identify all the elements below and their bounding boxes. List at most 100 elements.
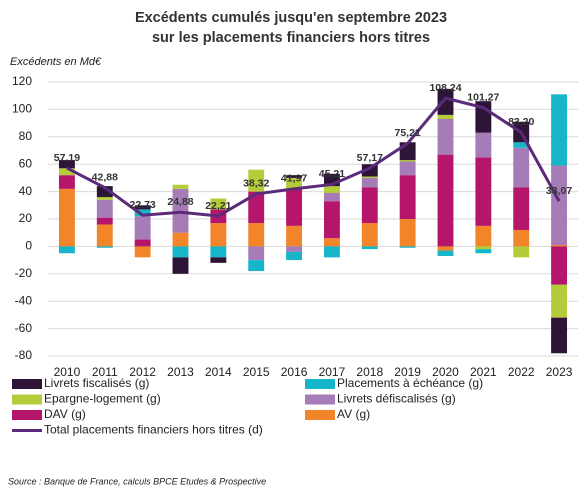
bar-segment (96, 186, 113, 198)
bar-segment (172, 184, 189, 189)
bar-segment (551, 317, 568, 354)
x-tick-label: 2020 (432, 365, 459, 379)
bar-segment (210, 246, 227, 258)
bar-segment (58, 246, 75, 254)
legend-swatch (305, 410, 335, 420)
x-tick-label: 2011 (92, 365, 118, 379)
chart-title: Excédents cumulés jusqu'en septembre 202… (135, 10, 447, 26)
bar-segment (361, 223, 378, 247)
legend-swatch (12, 410, 42, 420)
bar-segment (96, 217, 113, 225)
bar-segment (210, 223, 227, 247)
value-label: 83,20 (508, 116, 534, 128)
legend-label: Total placements financiers hors titres … (44, 423, 263, 437)
legend-swatch (305, 379, 335, 389)
value-label: 108,24 (429, 82, 461, 94)
value-label: 22,73 (130, 199, 156, 211)
bar-segment (248, 260, 265, 272)
bar-segment (286, 225, 303, 247)
bar-segment (286, 251, 303, 261)
value-label: 24,88 (167, 196, 193, 208)
y-tick-label: -40 (15, 293, 33, 307)
bar-segment (323, 246, 340, 258)
legend-swatch (12, 379, 42, 389)
bar-segment (475, 132, 492, 158)
total-line (66, 96, 561, 218)
y-tick-label: -20 (15, 266, 33, 280)
legend-swatch (305, 394, 335, 405)
bar-segment (551, 165, 568, 246)
value-label: 33,07 (546, 185, 572, 197)
bar-segment (210, 257, 227, 263)
bar-segment (551, 94, 568, 166)
value-label: 57,17 (357, 152, 383, 164)
bar-segment (513, 246, 530, 258)
chart-title: sur les placements financiers hors titre… (152, 30, 430, 46)
legend-label: DAV (g) (44, 407, 86, 421)
bar-segment (172, 188, 189, 233)
bar-segment (323, 186, 340, 193)
bar-segment (513, 147, 530, 188)
bar-segment (475, 249, 492, 254)
y-tick-label: 100 (12, 102, 32, 116)
bar-segment (437, 154, 454, 247)
bar-segment (399, 175, 416, 219)
bar-segment (134, 239, 151, 247)
bar-segment (96, 224, 113, 247)
bar-segment (210, 198, 227, 210)
bar-segment (399, 160, 416, 162)
legend-label: Epargne-logement (g) (44, 392, 161, 406)
bar-segment (399, 161, 416, 176)
value-label: 101,27 (467, 91, 499, 103)
bar-segment (248, 223, 265, 247)
bar-segment (286, 175, 303, 178)
bar-segment (96, 246, 113, 248)
y-tick-label: 60 (19, 156, 33, 170)
x-tick-label: 2016 (281, 365, 308, 379)
y-axis-label: Excédents en Md€ (10, 56, 102, 68)
bar-segment (172, 257, 189, 274)
bar-segment (96, 197, 113, 200)
value-label: 41,97 (281, 173, 307, 185)
x-tick-label: 2018 (356, 365, 383, 379)
x-tick-label: 2015 (243, 365, 270, 379)
bar-segment (361, 164, 378, 177)
x-tick-label: 2014 (205, 365, 232, 379)
value-label: 75,21 (395, 127, 421, 139)
x-tick-label: 2017 (319, 365, 346, 379)
bar-segment (134, 209, 151, 217)
value-label: 38,32 (243, 178, 269, 190)
bar-segment (58, 160, 75, 169)
y-tick-label: 0 (25, 239, 32, 253)
bar-segment (551, 245, 568, 247)
bar-segment (248, 191, 265, 224)
bar-segment (361, 246, 378, 250)
x-tick-label: 2021 (470, 365, 497, 379)
x-tick-label: 2012 (129, 365, 156, 379)
bar-segment (399, 246, 416, 248)
bar-segment (551, 246, 568, 285)
bar-segment (58, 175, 75, 189)
legend-label: Livrets défiscalisés (g) (337, 392, 456, 406)
bar-segment (475, 246, 492, 250)
y-tick-label: 40 (19, 184, 33, 198)
bar-segment (172, 232, 189, 247)
source: Source : Banque de France, calculs BPCE … (8, 476, 266, 486)
legend-swatch (12, 394, 42, 405)
bar-segment (323, 201, 340, 239)
bar-segment (286, 188, 303, 226)
bar-segment (437, 250, 454, 256)
y-tick-label: 120 (12, 74, 32, 88)
bar-segment (248, 169, 265, 192)
bar-segment (513, 229, 530, 247)
y-tick-label: -80 (15, 348, 33, 362)
x-tick-label: 2019 (394, 365, 421, 379)
bar-segment (58, 188, 75, 247)
legend-label: Livrets fiscalisés (g) (44, 376, 149, 390)
bar-segment (437, 114, 454, 119)
bar-segment (58, 168, 75, 176)
y-tick-label: -60 (15, 321, 33, 335)
bar-segment (551, 284, 568, 318)
y-tick-label: 20 (19, 211, 33, 225)
